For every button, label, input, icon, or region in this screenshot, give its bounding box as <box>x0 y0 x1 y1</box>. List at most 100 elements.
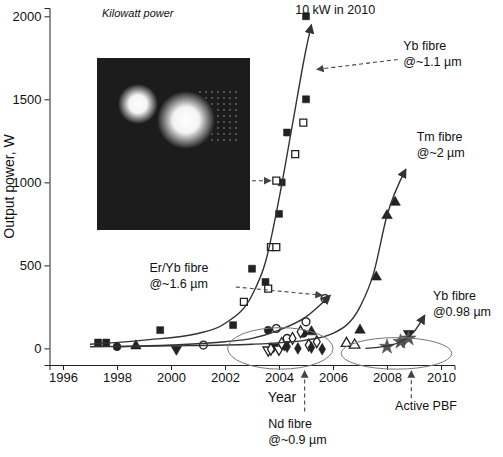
data-point <box>292 151 299 158</box>
inset-speckle <box>223 133 225 135</box>
y-tick: 2000 <box>13 9 50 24</box>
inset-speckle <box>199 91 201 93</box>
data-point <box>303 96 310 103</box>
inset-speckle <box>223 97 225 99</box>
y-tick-label: 1500 <box>13 92 42 107</box>
y-tick-mark <box>45 265 50 266</box>
inset-speckle <box>229 133 231 135</box>
y-tick-mark <box>45 99 50 100</box>
x-tick: 2006 <box>319 365 348 385</box>
inset-speckle <box>229 103 231 105</box>
group-ellipse <box>228 328 333 370</box>
annotation: Er/Yb fibre @~1.6 µm <box>149 261 208 291</box>
point-series <box>131 196 401 349</box>
data-point <box>297 326 304 338</box>
inset-speckle <box>235 109 237 111</box>
inset-speckle <box>235 91 237 93</box>
annotation: Yb fibre@0.98 µm <box>433 289 491 319</box>
x-tick-label: 2000 <box>157 370 186 385</box>
x-tick: 2000 <box>157 365 186 385</box>
data-point <box>300 119 307 126</box>
data-point <box>265 285 272 292</box>
inset-speckle <box>229 127 231 129</box>
x-tick-label: 2010 <box>427 370 456 385</box>
inset-speckle <box>229 109 231 111</box>
x-tick: 1998 <box>103 365 132 385</box>
annotation-line: Er/Yb fibre <box>149 261 208 275</box>
inset-speckle <box>217 121 219 123</box>
annotation-line: Nd fibre <box>268 417 312 431</box>
group-ellipse <box>341 338 452 370</box>
data-point <box>95 339 102 346</box>
annotation: Tm fibre @~2 µm <box>417 130 465 160</box>
x-tick-label: 1998 <box>103 370 132 385</box>
annotation-line: @~2 µm <box>417 146 465 160</box>
inset-speckle <box>235 139 237 141</box>
y-tick-label: 0 <box>34 341 41 356</box>
inset-speckle <box>211 103 213 105</box>
data-point <box>249 265 256 272</box>
data-point <box>273 244 280 251</box>
inset-speckle <box>229 97 231 99</box>
inset-speckle <box>235 133 237 135</box>
inset-speckle <box>205 91 207 93</box>
inset-speckle <box>217 127 219 129</box>
inset-speckle <box>217 91 219 93</box>
data-point <box>262 279 269 286</box>
y-tick: 0 <box>34 341 49 356</box>
annotation-line: Tm fibre <box>417 130 463 144</box>
inset-spot <box>118 84 158 124</box>
annotation-line: @~0.9 µm <box>268 433 326 447</box>
point-series <box>268 326 321 355</box>
annotation-line: Yb fibre <box>403 39 446 53</box>
x-tick: 2002 <box>211 365 240 385</box>
point-series <box>95 13 310 346</box>
inset-speckle <box>217 139 219 141</box>
data-point <box>273 177 280 184</box>
annotation-line: 10 kW in 2010 <box>295 3 375 17</box>
data-point <box>295 343 302 355</box>
trend-line <box>90 25 311 345</box>
plot-area <box>90 13 425 356</box>
inset-speckle <box>235 97 237 99</box>
inset-speckle <box>235 115 237 117</box>
annotation-line: @~1.6 µm <box>149 277 207 291</box>
inset-speckle <box>229 139 231 141</box>
inset-spot <box>157 91 215 149</box>
y-axis-line <box>45 9 51 366</box>
trend-line <box>117 295 330 346</box>
annotation-arrow <box>304 371 305 412</box>
x-tick-label: 1996 <box>49 370 78 385</box>
y-tick-mark <box>45 16 50 17</box>
inset-speckle <box>217 103 219 105</box>
inset-speckle <box>223 115 225 117</box>
y-tick-label: 500 <box>20 258 42 273</box>
inset-speckle <box>223 139 225 141</box>
annotation: Yb fibre@~1.1 µm <box>403 39 461 69</box>
inset-speckle <box>223 103 225 105</box>
x-axis-title: Year <box>268 389 297 405</box>
annotation: Nd fibre @~0.9 µm <box>268 417 326 447</box>
inset-speckle <box>223 91 225 93</box>
inset-speckle <box>211 97 213 99</box>
inset-speckle <box>229 115 231 117</box>
inset-speckle <box>211 139 213 141</box>
data-point <box>268 343 275 355</box>
y-axis: 0 500 1000 1500 2000 <box>13 9 50 366</box>
annotation-arrow <box>317 59 398 69</box>
data-point <box>230 322 237 329</box>
annotations: 10 kW in 2010 Yb fibre@~1.1 µm Tm fibre @~2… <box>149 3 491 447</box>
inset-speckle <box>223 127 225 129</box>
inset-speckle <box>235 121 237 123</box>
inset-speckle <box>223 121 225 123</box>
x-tick-label: 2004 <box>265 370 294 385</box>
y-tick: 1000 <box>13 175 50 190</box>
inset-background <box>97 58 250 230</box>
data-point <box>284 129 291 136</box>
inset-photo <box>97 58 250 230</box>
inset-speckle <box>217 109 219 111</box>
annotation-line: Yb fibre <box>433 289 476 303</box>
annotation-arrow <box>236 287 322 295</box>
annotation-arrow <box>411 371 412 398</box>
y-tick-mark <box>45 348 50 349</box>
